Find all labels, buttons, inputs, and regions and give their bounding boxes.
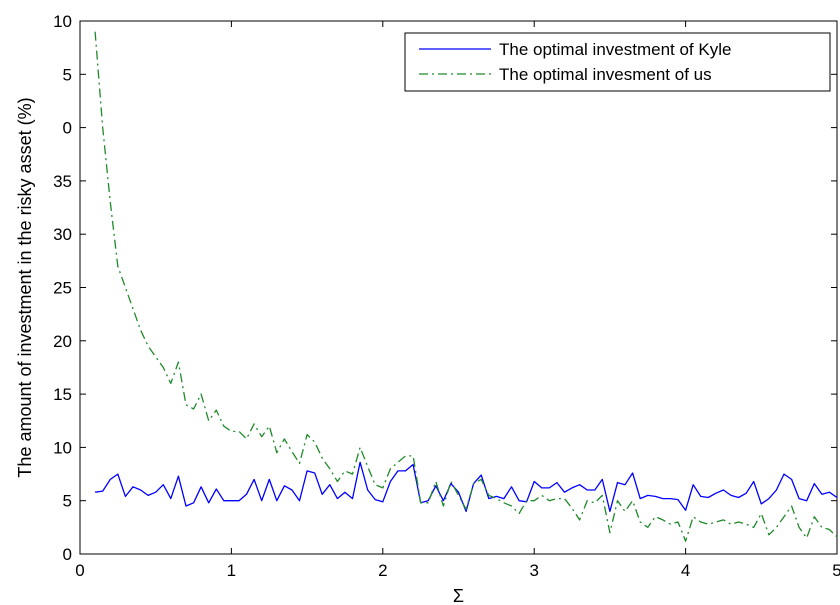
plot-area [79,20,838,555]
x-tick-label: 4 [681,561,690,580]
legend: The optimal investment of Kyle The optim… [404,32,831,92]
y-tick-label: 30 [53,225,72,244]
legend-box [404,32,831,92]
series-line-kyle [95,461,838,513]
y-tick-label: 15 [53,385,72,404]
series-line-us [94,31,838,542]
axis-ticks: 0 1 2 3 4 5 0 5 10 15 20 25 30 35 0 5 10 [53,12,840,580]
y-axis-label: The amount of investment in the risky as… [15,97,35,477]
x-tick-label: 3 [529,561,538,580]
y-tick-label: 5 [63,492,72,511]
x-tick-label: 2 [378,561,387,580]
x-axis-label: Σ [453,586,464,605]
y-tick-label: 25 [53,279,72,298]
y-tick-label: 35 [53,172,72,191]
legend-label-us: The optimal invesment of us [499,65,712,84]
y-tick-label: 10 [53,438,72,457]
y-tick-label: 10 [53,12,72,31]
x-tick-label: 5 [832,561,840,580]
x-tick-label: 1 [227,561,236,580]
y-tick-label: 20 [53,332,72,351]
y-tick-label: 0 [63,119,72,138]
y-tick-label: 0 [63,545,72,564]
x-tick-label: 0 [75,561,84,580]
y-tick-label: 5 [63,65,72,84]
legend-label-kyle: The optimal investment of Kyle [499,40,731,59]
series-lines [94,31,838,542]
